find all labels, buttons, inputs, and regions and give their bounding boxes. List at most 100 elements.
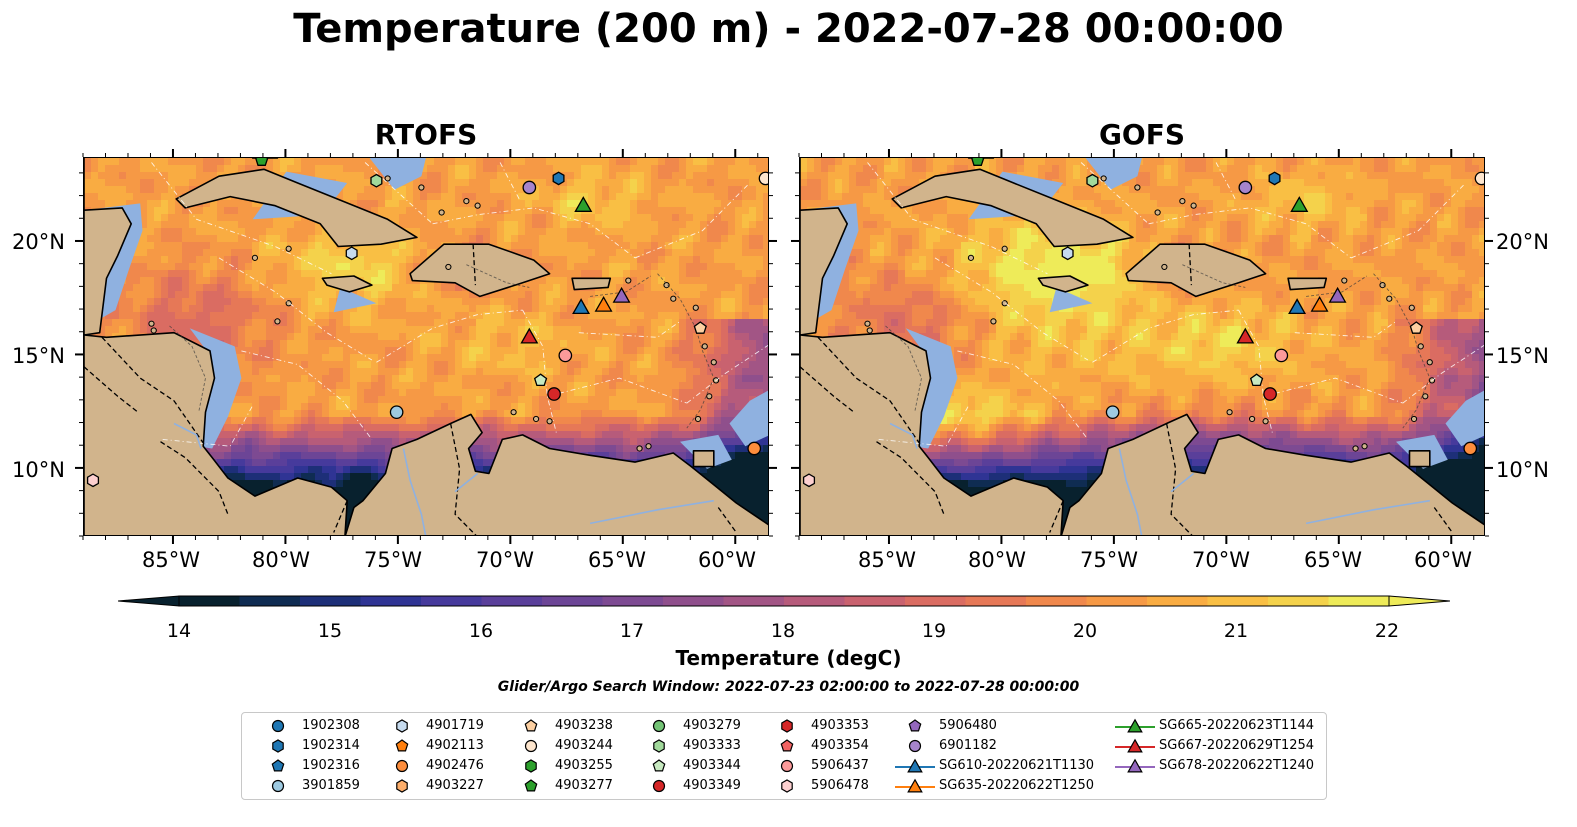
lon-label: 75°W [364,548,422,572]
legend-marker [1115,758,1155,773]
colorbar-tick-label: 14 [166,620,192,642]
legend-label: 1902308 [302,718,360,733]
float-marker[interactable] [1236,327,1255,344]
colorbar-tick-label: 15 [317,620,343,642]
colorbar-segment [421,596,482,606]
lon-label: 85°W [858,548,916,572]
colorbar-tick-label: 20 [1072,620,1098,642]
float-marker[interactable] [693,321,707,334]
legend-marker [908,719,922,732]
float-marker[interactable] [1249,373,1264,387]
float-marker[interactable] [612,286,631,303]
colorbar-label: Temperature (degC) [675,646,902,670]
float-marker[interactable] [552,171,565,186]
legend-label: 6901182 [939,738,997,753]
float-marker[interactable] [1474,171,1485,186]
legend-label: 4903353 [811,718,869,733]
float-marker[interactable] [1263,387,1277,401]
lon-label: 60°W [698,548,756,572]
lat-label: 15°N [12,344,65,368]
legend-marker [396,779,408,793]
legend-marker [1115,718,1155,733]
float-marker[interactable] [389,405,404,420]
legend-label: SG667-20220629T1254 [1159,738,1315,753]
float-marker[interactable] [1105,405,1120,420]
colorbar-segment [965,596,1027,606]
float-marker[interactable] [1061,246,1074,261]
float-marker[interactable] [802,473,816,488]
float-marker[interactable] [1290,196,1309,212]
legend-label: 4903227 [426,778,484,793]
lon-label: 65°W [588,548,646,572]
lat-label: 10°N [12,458,65,482]
bathymetry-contours [169,264,715,429]
float-marker[interactable] [747,441,762,456]
legend-label: 4903238 [555,718,613,733]
map-panel-gofs[interactable] [799,157,1485,536]
colorbar-tick-label: 22 [1374,620,1400,642]
float-marker[interactable] [1310,295,1329,312]
legend-marker [780,739,794,752]
colorbar-segment [844,596,906,606]
float-marker[interactable] [547,387,561,401]
float-marker[interactable] [1288,298,1307,315]
colorbar-segment [360,596,422,606]
float-marker[interactable] [520,327,539,344]
colorbar-tick-label: 17 [619,620,645,642]
legend-label: 1902314 [302,738,360,753]
float-marker[interactable] [558,348,573,363]
colorbar-segment [1147,596,1208,606]
legend-label: SG635-20220622T1250 [939,778,1095,793]
lon-label: 80°W [968,548,1026,572]
colorbar-segment [723,596,785,606]
float-marker[interactable] [572,298,591,315]
legend-label: 4903344 [683,758,741,773]
legend-label: SG665-20220623T1144 [1159,718,1315,733]
float-marker[interactable] [1268,171,1281,186]
float-marker[interactable] [345,246,358,261]
lon-label: 70°W [476,548,534,572]
legend-marker [524,739,538,753]
float-marker[interactable] [594,295,613,312]
float-marker[interactable] [1274,348,1289,363]
legend-marker [524,719,538,732]
float-marker[interactable] [758,171,769,186]
colorbar-segment [1328,596,1390,606]
float-marker[interactable] [86,473,100,488]
colorbar-tick-label: 18 [770,620,796,642]
land-masses [800,158,1484,535]
legend-label: 4903244 [555,738,613,753]
float-marker[interactable] [370,173,383,188]
legend-marker [652,719,666,733]
float-marker[interactable] [971,158,985,166]
legend-marker [908,739,922,753]
colorbar-segment [481,596,543,606]
country-borders [84,244,737,535]
float-marker[interactable] [255,158,269,166]
legend-marker [395,739,409,752]
axis-ticks [75,149,1493,544]
float-marker[interactable] [1463,441,1478,456]
float-marker[interactable] [1086,173,1099,188]
legend-label: 4903333 [683,738,741,753]
legend-label: SG610-20220621T1130 [939,758,1095,773]
panel-title-gofs: GOFS [1098,118,1186,151]
float-marker[interactable] [1328,286,1347,303]
lon-label: 65°W [1304,548,1362,572]
lat-label: 10°N [1496,458,1549,482]
legend-marker [895,778,935,793]
float-markers-gofs [802,158,1485,488]
map-panel-rtofs[interactable] [83,157,769,536]
colorbar-tick-label: 21 [1223,620,1249,642]
float-marker[interactable] [1409,321,1423,334]
legend-label: 5906480 [939,718,997,733]
eez-boundaries [151,162,768,447]
colorbar-segment [239,596,301,606]
legend-label: 4903349 [683,778,741,793]
float-marker[interactable] [1238,180,1253,195]
float-markers-rtofs [86,158,769,488]
colorbar-segment [784,596,845,606]
float-marker[interactable] [533,373,548,387]
float-marker[interactable] [522,180,537,195]
float-marker[interactable] [574,196,593,212]
